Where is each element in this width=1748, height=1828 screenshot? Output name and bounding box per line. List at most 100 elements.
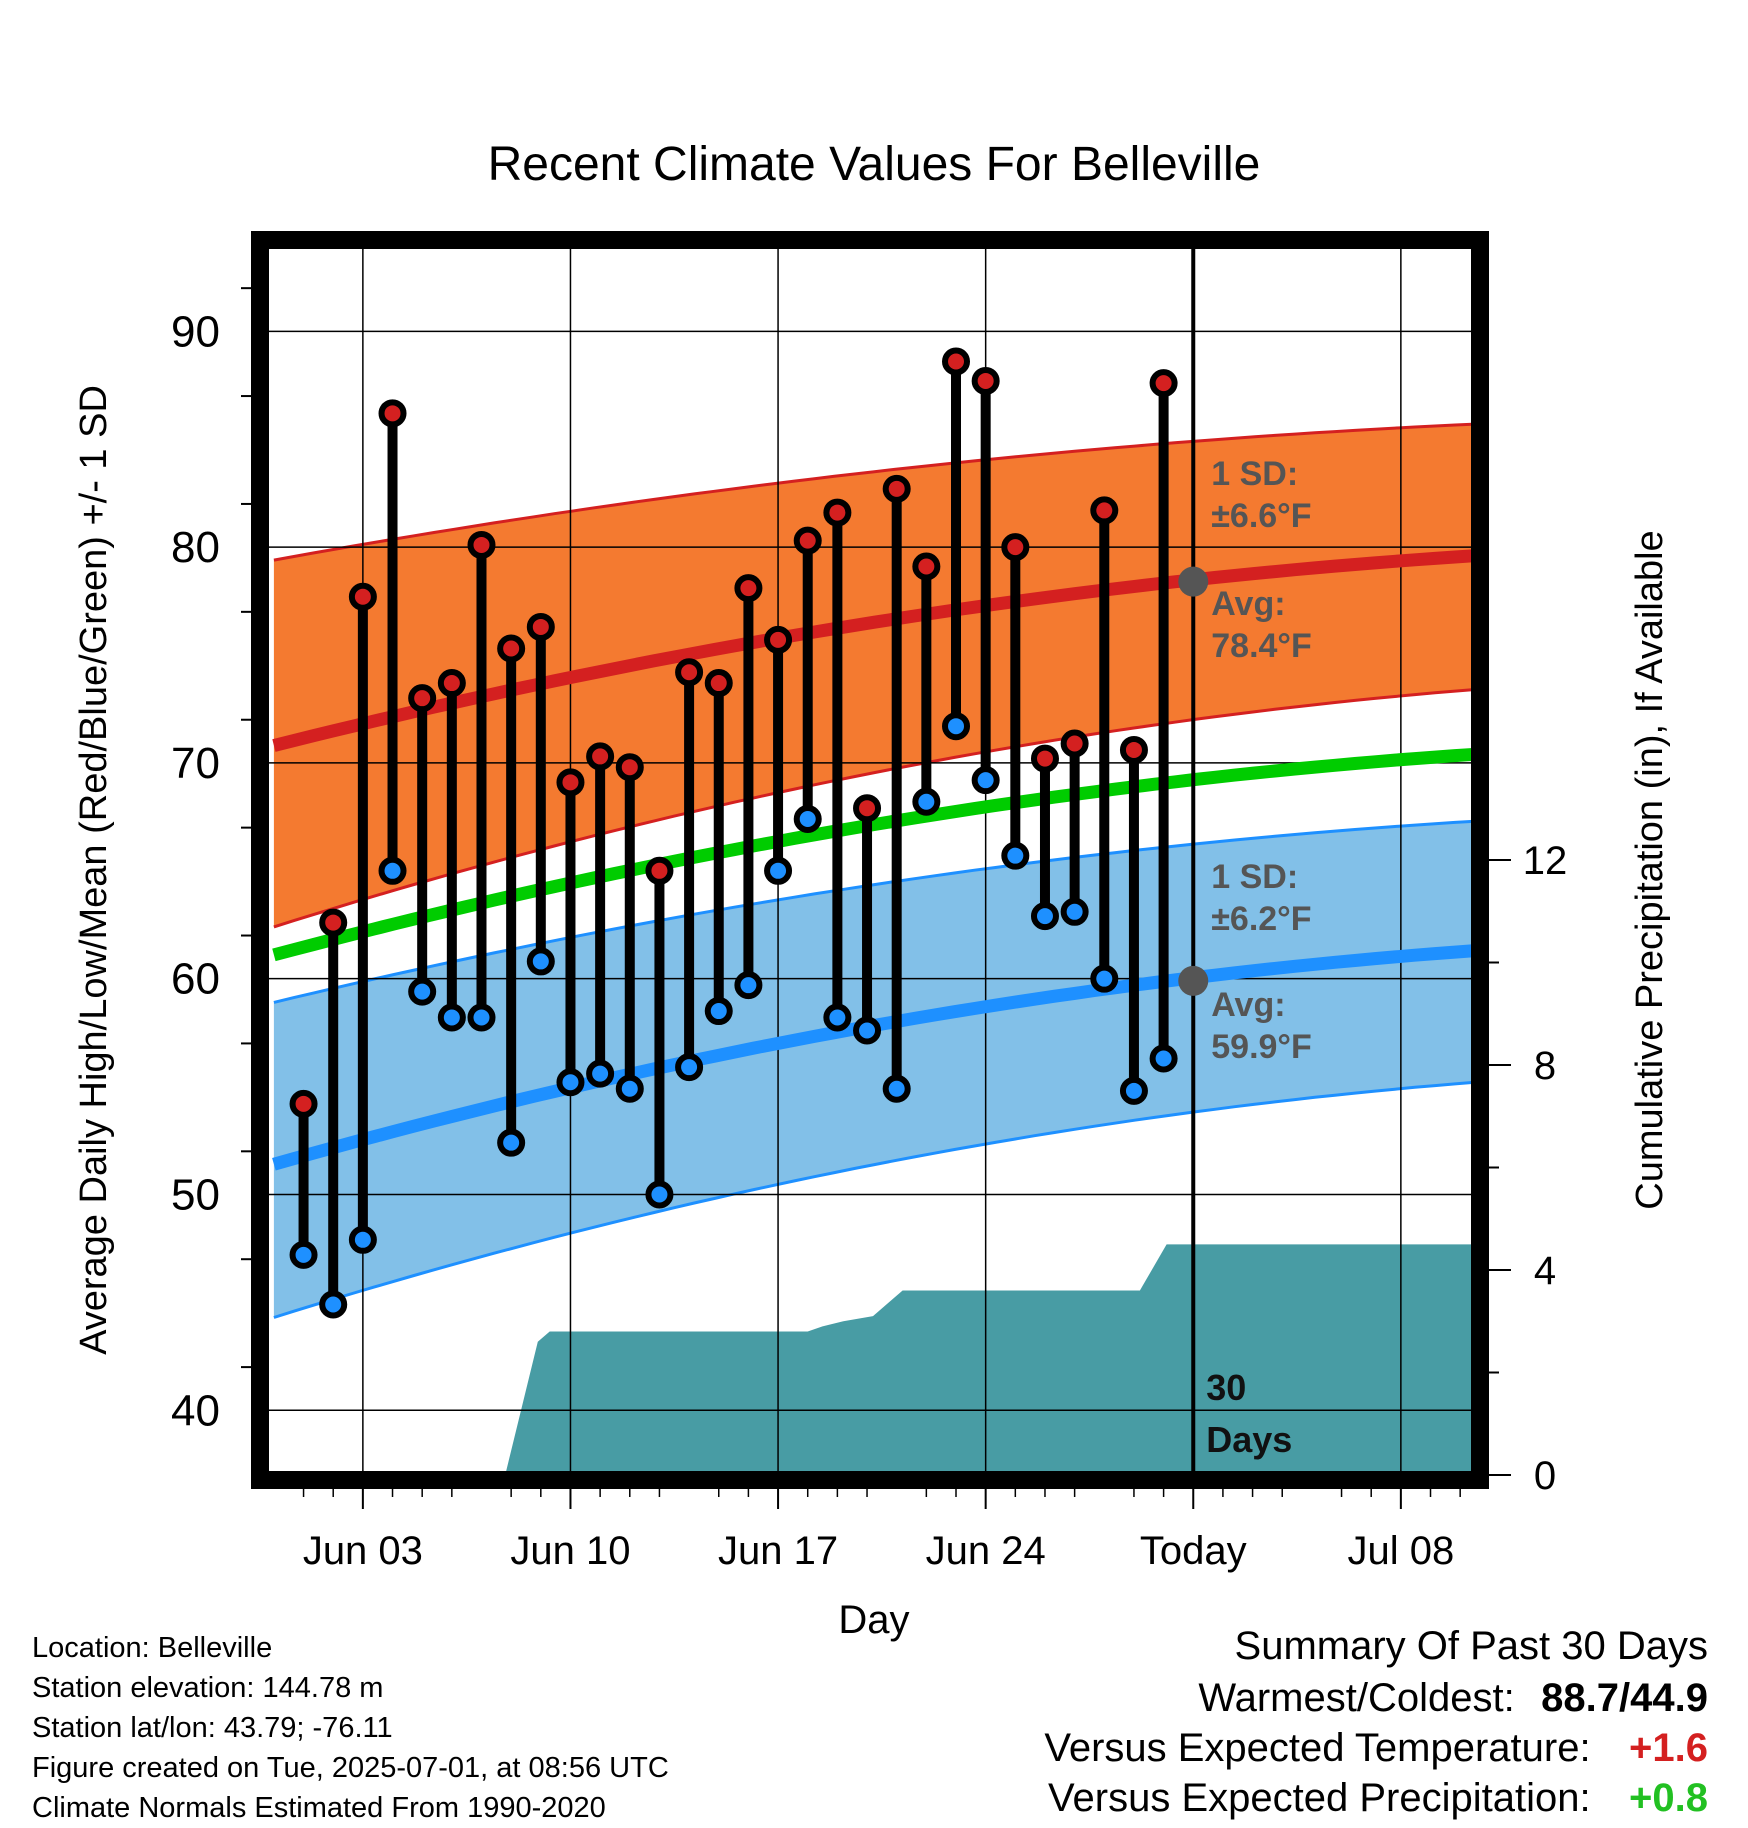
low-point: [793, 805, 822, 833]
temperature-deviation-value: +1.6: [1629, 1726, 1708, 1770]
high-point: [764, 625, 793, 654]
low-point: [1060, 897, 1089, 926]
low-point: [348, 1225, 377, 1254]
y-tick-label: 70: [171, 739, 220, 788]
x-tick-label: Jun 10: [510, 1529, 630, 1573]
low-point: [704, 997, 733, 1026]
info-elevation: Station elevation: 144.78 m: [32, 1672, 384, 1704]
y-axis-label: Average Daily High/Low/Mean (Red/Blue/Gr…: [73, 385, 115, 1355]
y-right-tick-label: 12: [1523, 839, 1568, 883]
precipitation-fill: [505, 1244, 1475, 1475]
high-point: [823, 498, 852, 527]
plot-border: [251, 231, 1489, 1489]
low-point: [526, 947, 555, 976]
daily-range-stems: [298, 361, 1169, 1305]
y-axis-right-label: Cumulative Precipitation (in), If Availa…: [1629, 530, 1671, 1209]
y-right-tick-label: 4: [1534, 1249, 1556, 1293]
high-point: [1149, 369, 1178, 398]
high-point: [1119, 735, 1148, 764]
y-tick-label: 60: [171, 955, 220, 1004]
high-point: [526, 612, 555, 641]
high-point: [675, 658, 704, 687]
high-point: [408, 684, 437, 713]
high-point: [882, 474, 911, 503]
precipitation-deviation-label: Versus Expected Precipitation:: [1048, 1776, 1591, 1820]
low-point: [408, 977, 437, 1006]
high-point: [971, 366, 1000, 395]
high-point: [437, 669, 466, 698]
x-tick-label: Today: [1140, 1529, 1247, 1573]
temperature-deviation-label: Versus Expected Temperature:: [1044, 1726, 1591, 1770]
high-point: [1090, 496, 1119, 525]
today-marker: 30 Days: [1191, 245, 1292, 1475]
high-avg-label-line2: 78.4°F: [1211, 627, 1312, 665]
daily-points: [289, 347, 1178, 1319]
low-point: [1119, 1076, 1148, 1105]
x-tick-label: Jun 03: [303, 1529, 423, 1573]
y-tick-label: 50: [171, 1170, 220, 1219]
high-upper-line: [273, 422, 1476, 562]
low-point: [289, 1240, 318, 1269]
low-point: [497, 1128, 526, 1157]
info-normals: Climate Normals Estimated From 1990-2020: [32, 1792, 606, 1824]
high-point: [1030, 744, 1059, 773]
low-point: [615, 1074, 644, 1103]
low-point: [734, 971, 763, 1000]
y-right-tick-label: 0: [1534, 1454, 1556, 1498]
low-point: [675, 1053, 704, 1082]
info-location: Location: Belleville: [32, 1632, 273, 1664]
chart-title: Recent Climate Values For Belleville: [488, 138, 1261, 191]
high-point: [289, 1089, 318, 1118]
low-point: [556, 1068, 585, 1097]
high-sd-label-line2: ±6.6°F: [1211, 497, 1311, 535]
low-avg-label-line1: Avg:: [1211, 986, 1285, 1024]
today-label-line1: 30: [1206, 1367, 1246, 1408]
high-point: [467, 530, 496, 559]
today-label-line2: Days: [1206, 1419, 1292, 1460]
high-point: [645, 856, 674, 885]
low-point: [912, 787, 941, 816]
today-low-avg-dot: [1178, 965, 1209, 996]
summary-title: Summary Of Past 30 Days: [1235, 1626, 1708, 1666]
high-point: [942, 347, 971, 376]
low-point: [1030, 902, 1059, 931]
today-high-avg-dot: [1178, 566, 1209, 597]
high-point: [615, 753, 644, 782]
high-point: [793, 526, 822, 555]
high-point: [348, 582, 377, 611]
low-point: [882, 1074, 911, 1103]
low-point: [942, 712, 971, 741]
summary-temp-row: Versus Expected Temperature: +1.6: [1044, 1728, 1708, 1768]
x-tick-label: Jul 08: [1347, 1529, 1454, 1573]
precipitation-deviation-value: +0.8: [1629, 1776, 1708, 1820]
precipitation-area: [505, 1244, 1475, 1475]
low-point: [823, 1003, 852, 1032]
low-sd-label-line1: 1 SD:: [1211, 858, 1298, 896]
high-point: [704, 669, 733, 698]
info-latlon: Station lat/lon: 43.79; -76.11: [32, 1712, 393, 1744]
low-point: [971, 766, 1000, 795]
high-point: [734, 574, 763, 603]
high-point: [378, 399, 407, 428]
high-lower-line: [273, 688, 1476, 929]
plot-frame: [251, 231, 1489, 1489]
low-point: [378, 856, 407, 885]
high-point: [912, 552, 941, 581]
low-point: [764, 856, 793, 885]
low-point: [319, 1290, 348, 1319]
x-tick-label: Jun 17: [718, 1529, 838, 1573]
mean-normal-line: [272, 747, 1476, 962]
warmest-coldest-value: 88.7/44.9: [1541, 1676, 1708, 1720]
low-avg-label-line2: 59.9°F: [1211, 1028, 1312, 1066]
x-axis-label: Day: [838, 1598, 909, 1642]
summary-precip-row: Versus Expected Precipitation: +0.8: [1048, 1778, 1708, 1818]
high-point: [319, 908, 348, 937]
high-point: [556, 768, 585, 797]
normal-annotations: 1 SD: ±6.6°F Avg: 78.4°F 1 SD: ±6.2°F Avg: 59.9…: [1178, 455, 1312, 1066]
low-upper-line: [273, 819, 1476, 1004]
high-point: [586, 742, 615, 771]
low-sd-label-line2: ±6.2°F: [1211, 900, 1311, 938]
axes: 40 50 60 70 80 90 0 4 8 12 Jun 03 Jun 10 Jun 17 Jun 2…: [171, 287, 1568, 1573]
low-point: [853, 1016, 882, 1045]
